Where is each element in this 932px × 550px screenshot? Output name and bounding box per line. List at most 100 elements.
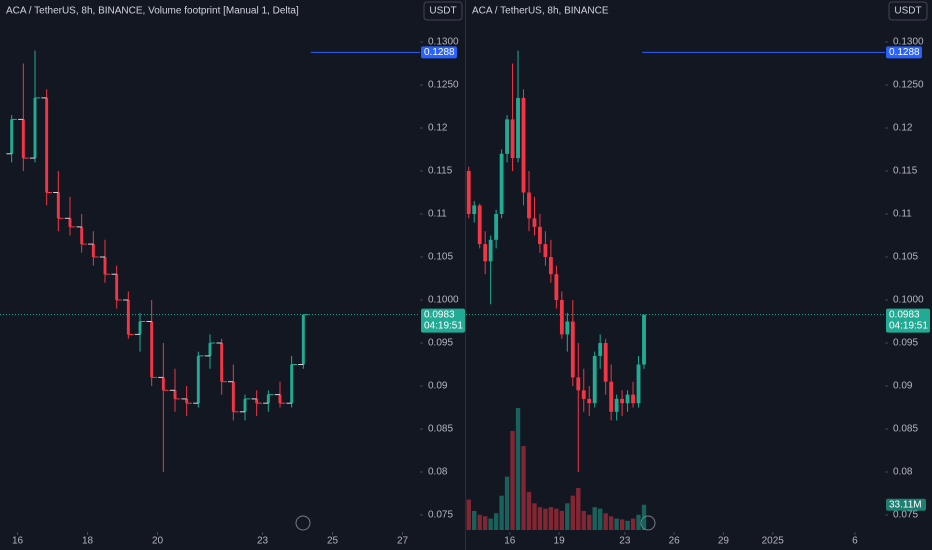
- candle-body: [625, 394, 630, 404]
- candle-body: [220, 343, 224, 382]
- candle-body: [10, 119, 14, 154]
- x-tick-label: 25: [327, 536, 339, 547]
- candle-body: [477, 205, 482, 245]
- price-line-label: 0.1288: [424, 47, 455, 58]
- x-tick-label: 20: [152, 536, 164, 547]
- y-tick-label: 0.075: [893, 510, 918, 521]
- volume-bar: [603, 513, 608, 530]
- volume-bar: [581, 510, 586, 530]
- candle-body: [510, 119, 515, 159]
- y-tick-label: 0.105: [428, 252, 453, 263]
- chart-title: ACA / TetherUS, 8h, BINANCE: [472, 6, 609, 17]
- y-tick-label: 0.09: [893, 381, 913, 392]
- candle-body: [603, 343, 608, 382]
- y-tick-label: 0.105: [893, 252, 918, 263]
- candle-body: [472, 205, 477, 214]
- currency-label: USDT: [429, 6, 456, 17]
- volume-bar: [466, 499, 471, 530]
- volume-bar: [515, 408, 521, 530]
- candle-body: [290, 364, 294, 404]
- volume-bar: [614, 518, 619, 530]
- volume-bar: [619, 519, 625, 530]
- volume-bar: [608, 516, 614, 530]
- candle-body: [150, 321, 154, 378]
- candle-body: [91, 244, 95, 257]
- candle-body: [565, 321, 570, 335]
- candle-body: [505, 119, 509, 154]
- replay-icon[interactable]: [640, 515, 656, 531]
- candle-body: [115, 274, 119, 300]
- candle-body: [527, 192, 531, 219]
- volume-bar: [636, 514, 641, 530]
- candle-body: [581, 390, 586, 399]
- candle-body: [636, 364, 641, 404]
- candle-body: [631, 394, 635, 404]
- candle-body: [532, 218, 537, 227]
- candle-body: [33, 97, 37, 159]
- volume-bar: [576, 488, 581, 530]
- candle-body: [587, 398, 592, 404]
- candle-body: [243, 398, 247, 412]
- candle-body: [266, 394, 270, 404]
- candle-body: [68, 218, 72, 227]
- currency-button[interactable]: [423, 1, 463, 21]
- replay-icon[interactable]: [295, 515, 311, 531]
- volume-bar: [554, 508, 559, 530]
- volume-bar: [565, 503, 570, 530]
- y-tick-label: 0.08: [893, 467, 913, 478]
- x-tick-label: 16: [504, 536, 516, 547]
- y-tick-label: 0.085: [893, 424, 918, 435]
- y-tick-label: 0.1250: [428, 80, 459, 91]
- y-tick-label: 0.12: [428, 123, 448, 134]
- x-tick-label: 23: [257, 536, 269, 547]
- volume-bar: [625, 520, 630, 530]
- y-tick-label: 0.11: [428, 209, 447, 220]
- y-tick-label: 0.1000: [893, 295, 924, 306]
- candle-body: [598, 343, 603, 356]
- x-tick-label: 16: [12, 536, 24, 547]
- y-tick-label: 0.095: [428, 338, 453, 349]
- chart-title: ACA / TetherUS, 8h, BINANCE, Volume foot…: [6, 6, 299, 17]
- currency-button[interactable]: [888, 1, 928, 21]
- candle-body: [21, 119, 25, 159]
- last-price-tag: [421, 308, 465, 333]
- y-tick-label: 0.075: [428, 510, 453, 521]
- last-price-tag: [886, 308, 930, 333]
- volume-bar: [537, 507, 543, 530]
- volume-bar: [526, 491, 532, 530]
- volume-tag-label: 33.11M: [889, 499, 922, 510]
- candle-body: [548, 257, 553, 275]
- candle-body: [494, 214, 499, 240]
- candle-body: [278, 394, 282, 404]
- y-tick-label: 0.115: [428, 166, 453, 177]
- candle-body: [521, 97, 526, 193]
- y-tick-label: 0.1000: [428, 295, 459, 306]
- candle-body: [642, 314, 646, 365]
- volume-bar: [543, 508, 548, 530]
- candle-body: [516, 97, 520, 159]
- volume-bar: [641, 504, 647, 530]
- volume-bar: [477, 514, 482, 530]
- volume-bar: [630, 518, 636, 530]
- countdown: 04:19:51: [424, 320, 463, 331]
- volume-bar: [548, 507, 554, 530]
- volume-bar: [559, 510, 565, 530]
- candle-body: [620, 398, 625, 404]
- candle-body: [103, 257, 107, 275]
- candle-body: [554, 274, 559, 300]
- candle-body: [45, 97, 49, 193]
- currency-label: USDT: [894, 6, 921, 17]
- candle-body: [576, 377, 581, 391]
- price-line-label: 0.1288: [889, 47, 920, 58]
- candle-body: [56, 192, 60, 219]
- y-tick-label: 0.1250: [893, 80, 924, 91]
- y-tick-label: 0.115: [893, 166, 918, 177]
- x-tick-label: 18: [82, 536, 94, 547]
- x-tick-label: 23: [619, 536, 631, 547]
- last-price-label: 0.0983: [424, 309, 455, 320]
- candle-body: [559, 300, 564, 335]
- volume-tag: [886, 498, 926, 511]
- countdown: 04:19:51: [889, 320, 928, 331]
